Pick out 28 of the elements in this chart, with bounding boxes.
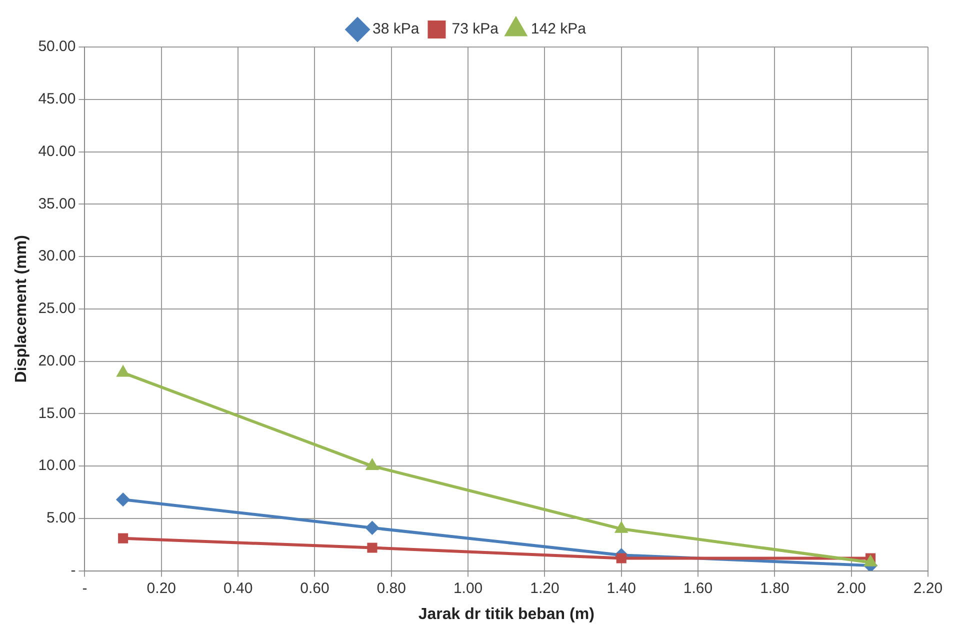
y-tick-label: 45.00: [38, 90, 76, 108]
x-tick-label: 1.40: [606, 580, 636, 597]
y-tick-label: 15.00: [38, 404, 76, 422]
x-tick-label: 2.00: [836, 580, 866, 597]
y-tick-label: 40.00: [38, 142, 76, 160]
y-tick-label: 50.00: [38, 38, 76, 56]
y-tick-label: 35.00: [38, 195, 76, 212]
x-tick-label: -: [82, 580, 88, 597]
x-tick-label: 0.80: [376, 580, 406, 597]
x-tick-label: 0.20: [146, 580, 176, 597]
x-axis-title: Jarak dr titik beban (m): [418, 606, 594, 623]
y-tick-label: 5.00: [46, 510, 76, 527]
y-tick-label: 30.00: [38, 248, 76, 265]
x-tick-label: 1.20: [530, 580, 560, 597]
x-tick-label: 1.80: [760, 580, 790, 597]
legend-label: 73 kPa: [452, 20, 500, 38]
y-tick-label: 20.00: [38, 352, 76, 370]
y-tick-label: -: [70, 562, 76, 579]
y-axis-title: Displacement (mm): [13, 235, 30, 383]
y-tick-label: 10.00: [38, 457, 76, 474]
legend-label: 142 kPa: [530, 20, 587, 38]
x-tick-label: 2.20: [913, 580, 943, 597]
x-tick-label: 1.60: [683, 580, 713, 597]
x-tick-label: 1.00: [453, 580, 483, 597]
y-tick-label: 25.00: [38, 300, 76, 318]
legend-label: 38 kPa: [372, 20, 420, 38]
x-tick-label: 0.40: [223, 580, 253, 597]
x-tick-label: 0.60: [300, 580, 330, 597]
